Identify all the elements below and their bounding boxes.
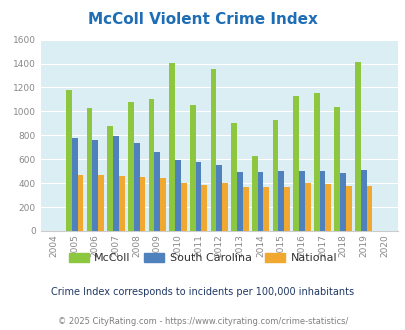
Bar	[242, 187, 248, 231]
Bar	[319, 171, 324, 231]
Bar	[298, 171, 304, 231]
Bar	[201, 185, 207, 231]
Bar	[86, 108, 92, 231]
Bar	[107, 126, 113, 231]
Bar	[304, 183, 310, 231]
Bar	[98, 175, 104, 231]
Bar	[345, 185, 351, 231]
Bar	[354, 62, 360, 231]
Bar	[160, 178, 166, 231]
Bar	[154, 152, 160, 231]
Bar	[210, 69, 216, 231]
Bar	[360, 170, 366, 231]
Bar	[231, 123, 237, 231]
Bar	[195, 162, 201, 231]
Bar	[366, 186, 371, 231]
Text: © 2025 CityRating.com - https://www.cityrating.com/crime-statistics/: © 2025 CityRating.com - https://www.city…	[58, 317, 347, 326]
Bar	[175, 160, 180, 231]
Text: McColl Violent Crime Index: McColl Violent Crime Index	[88, 12, 317, 26]
Bar	[77, 175, 83, 231]
Bar	[180, 182, 186, 231]
Bar	[72, 138, 77, 231]
Bar	[66, 90, 72, 231]
Bar	[92, 140, 98, 231]
Bar	[272, 120, 277, 231]
Legend: McColl, South Carolina, National: McColl, South Carolina, National	[64, 248, 341, 268]
Bar	[339, 173, 345, 231]
Bar	[277, 171, 284, 231]
Bar	[190, 105, 195, 231]
Bar	[133, 143, 139, 231]
Bar	[113, 136, 119, 231]
Bar	[237, 172, 242, 231]
Bar	[222, 183, 227, 231]
Bar	[257, 172, 263, 231]
Bar	[324, 184, 330, 231]
Bar	[251, 156, 257, 231]
Bar	[216, 165, 222, 231]
Bar	[284, 187, 289, 231]
Bar	[139, 177, 145, 231]
Bar	[128, 102, 133, 231]
Bar	[263, 187, 269, 231]
Bar	[148, 99, 154, 231]
Bar	[292, 96, 298, 231]
Bar	[169, 63, 175, 231]
Bar	[119, 176, 124, 231]
Bar	[313, 93, 319, 231]
Text: Crime Index corresponds to incidents per 100,000 inhabitants: Crime Index corresponds to incidents per…	[51, 287, 354, 297]
Bar	[334, 107, 339, 231]
